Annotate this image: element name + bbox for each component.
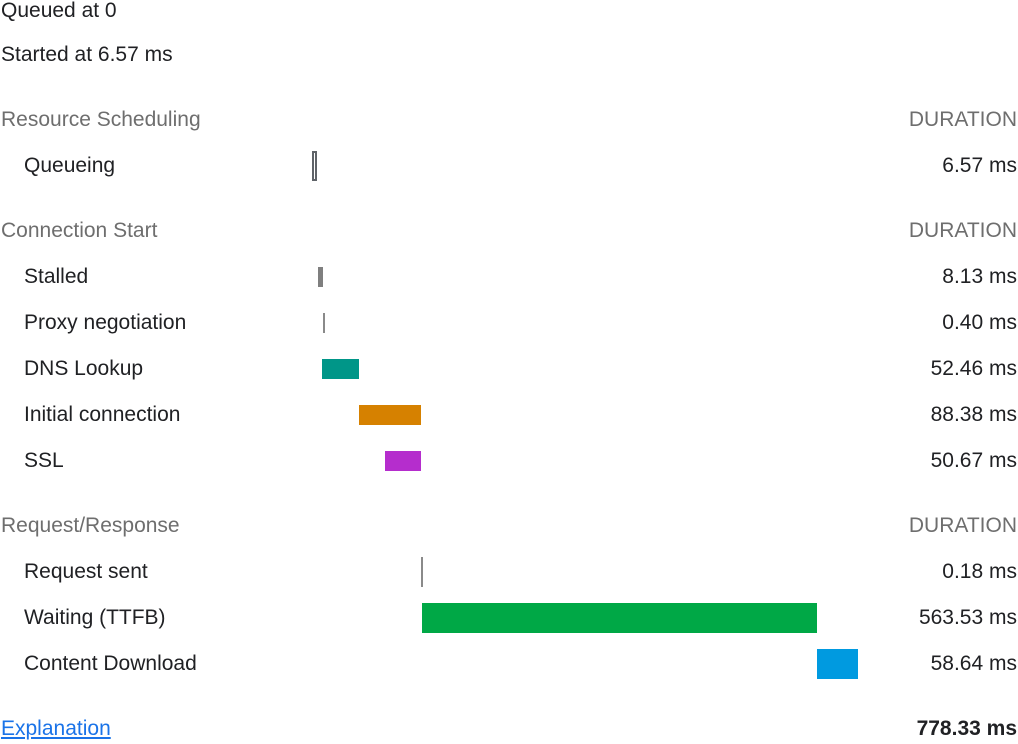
timing-row: Proxy negotiation 0.40 ms <box>0 308 1018 338</box>
timing-phase-name: Request sent <box>24 560 148 583</box>
timing-phase-name: SSL <box>24 449 64 472</box>
total-duration: 778.33 ms <box>916 717 1017 740</box>
timing-bar <box>312 151 317 181</box>
timing-phase-duration: 0.18 ms <box>942 560 1017 583</box>
timing-bar <box>323 313 326 333</box>
timing-footer: Explanation 778.33 ms <box>0 714 1018 744</box>
started-at-text: Started at 6.57 ms <box>1 43 173 66</box>
queued-at-text: Queued at 0 <box>1 0 117 22</box>
timing-bar <box>317 267 324 287</box>
timing-phase-name: Content Download <box>24 652 197 675</box>
timing-phase-name: Proxy negotiation <box>24 311 187 334</box>
timing-phase-duration: 8.13 ms <box>942 265 1017 288</box>
timing-bar <box>421 557 424 587</box>
timing-phase-duration: 88.38 ms <box>930 403 1017 426</box>
timing-bar <box>358 405 421 425</box>
timing-row: Queueing 6.57 ms <box>0 151 1018 181</box>
section-title: Request/Response <box>1 514 180 537</box>
timing-bar <box>817 649 859 679</box>
timing-row: Stalled 8.13 ms <box>0 262 1018 292</box>
timing-phase-duration: 6.57 ms <box>942 154 1017 177</box>
timing-phase-duration: 52.46 ms <box>930 357 1017 380</box>
explanation-link[interactable]: Explanation <box>1 717 111 740</box>
timing-row: Waiting (TTFB) 563.53 ms <box>0 603 1018 633</box>
duration-column-label: DURATION <box>908 219 1017 242</box>
timing-bar <box>321 359 359 379</box>
duration-column-label: DURATION <box>908 108 1017 131</box>
timing-row: Request sent 0.18 ms <box>0 557 1018 587</box>
timing-row: Initial connection 88.38 ms <box>0 400 1018 430</box>
timing-row: Content Download 58.64 ms <box>0 649 1018 679</box>
timing-phase-name: Queueing <box>24 154 116 177</box>
timing-phase-duration: 58.64 ms <box>930 652 1017 675</box>
section-header: Request/Response DURATION <box>0 511 1018 541</box>
timing-phase-duration: 0.40 ms <box>942 311 1017 334</box>
duration-column-label: DURATION <box>908 514 1017 537</box>
section-title: Resource Scheduling <box>1 108 201 131</box>
section-header: Resource Scheduling DURATION <box>0 105 1018 135</box>
timing-row: DNS Lookup 52.46 ms <box>0 354 1018 384</box>
timing-phase-name: Waiting (TTFB) <box>24 606 166 629</box>
timing-row: SSL 50.67 ms <box>0 446 1018 476</box>
section-header: Connection Start DURATION <box>0 216 1018 246</box>
timing-phase-duration: 50.67 ms <box>930 449 1017 472</box>
section-title: Connection Start <box>1 219 158 242</box>
timing-phase-name: Stalled <box>24 265 89 288</box>
timing-phase-duration: 563.53 ms <box>918 606 1017 629</box>
timing-bar <box>421 603 818 633</box>
timing-bar <box>385 451 421 471</box>
timing-phase-name: DNS Lookup <box>24 357 144 380</box>
timing-phase-name: Initial connection <box>24 403 181 426</box>
